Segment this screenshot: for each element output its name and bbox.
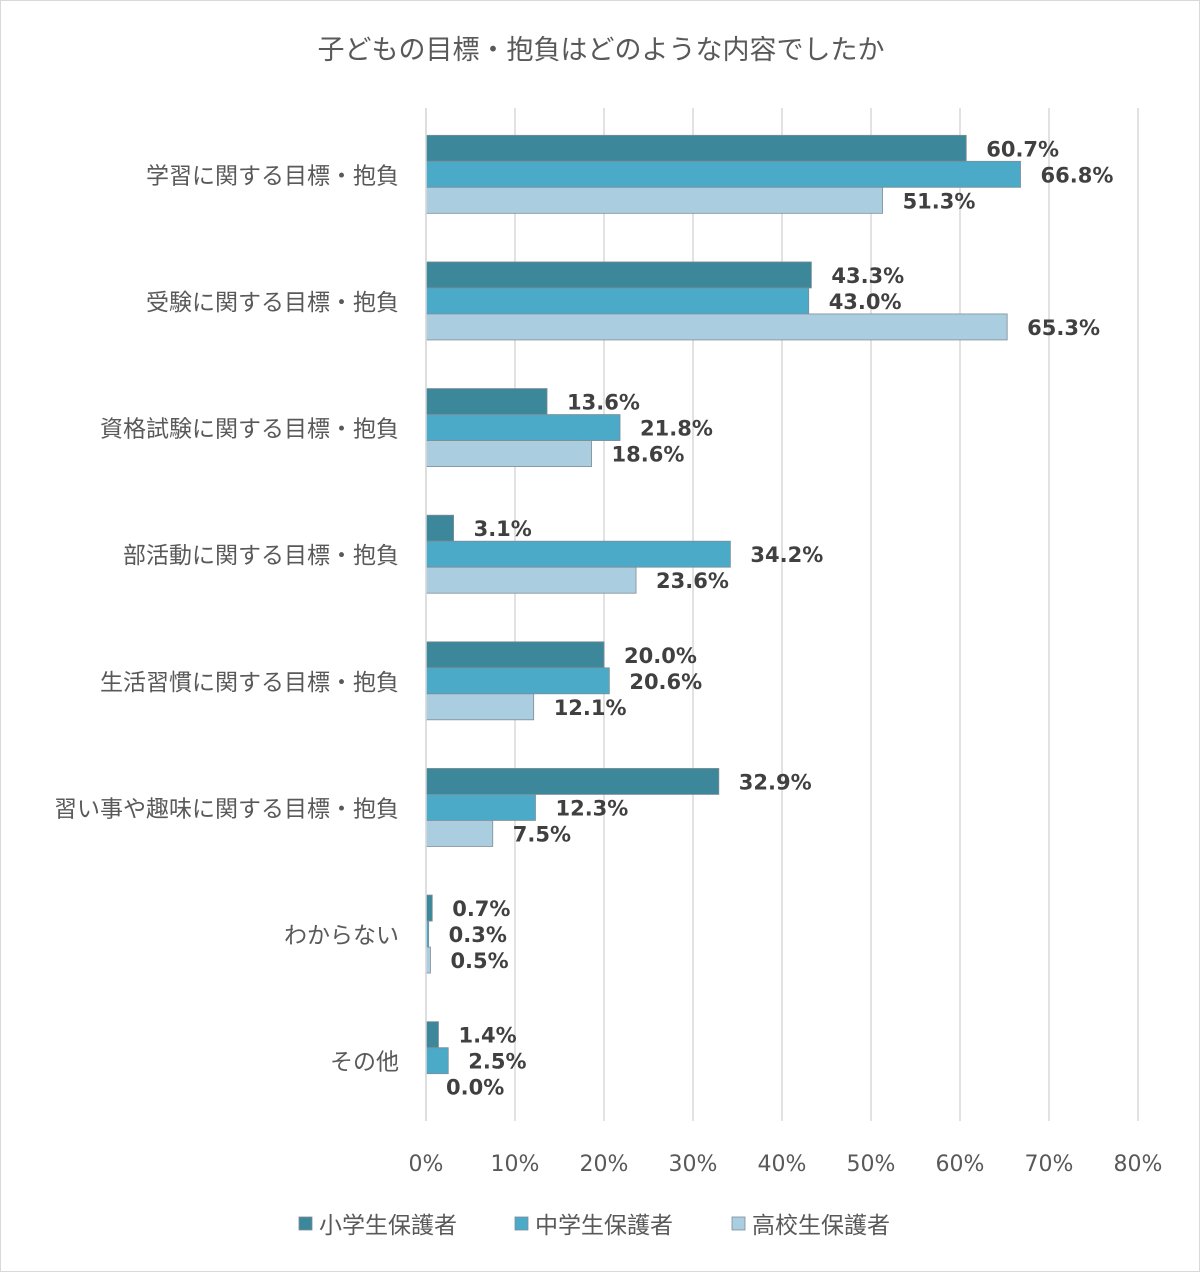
category-label: わからない [284, 923, 399, 949]
data-label: 23.6% [656, 569, 729, 593]
bar [425, 768, 720, 795]
x-tick-label: 40% [758, 1152, 807, 1177]
category-label: 習い事や趣味に関する目標・抱負 [54, 796, 399, 822]
bar [425, 313, 1008, 341]
data-label: 43.0% [829, 290, 902, 314]
category-label: その他 [330, 1050, 399, 1076]
data-label: 66.8% [1041, 163, 1114, 187]
bar [425, 414, 621, 441]
data-label: 13.6% [567, 391, 640, 415]
data-label: 0.0% [446, 1076, 504, 1100]
bar [425, 667, 610, 695]
legend-swatch [514, 1216, 529, 1231]
bar [425, 820, 494, 847]
category-label: 生活習慣に関する目標・抱負 [100, 670, 399, 696]
data-label: 32.9% [739, 770, 812, 794]
data-label: 51.3% [903, 189, 976, 213]
data-label: 7.5% [513, 822, 571, 846]
data-label: 43.3% [831, 264, 904, 288]
legend-label: 中学生保護者 [535, 1213, 673, 1239]
legend-swatch [298, 1216, 313, 1231]
chart-title: 子どもの目標・抱負はどのような内容でしたか [318, 35, 885, 66]
x-tick-label: 30% [669, 1152, 718, 1177]
data-label: 20.0% [624, 644, 697, 668]
data-label: 0.5% [450, 949, 508, 973]
data-label: 3.1% [474, 517, 532, 541]
bar [425, 540, 731, 568]
bar [425, 160, 1021, 188]
bar [425, 388, 548, 415]
bar [425, 693, 535, 721]
data-label: 18.6% [612, 443, 685, 467]
legend-swatch [731, 1216, 746, 1231]
legend-label: 高校生保護者 [752, 1213, 890, 1239]
data-label: 20.6% [629, 670, 702, 694]
data-label: 12.1% [554, 696, 627, 720]
data-label: 2.5% [468, 1050, 526, 1074]
category-label: 資格試験に関する目標・抱負 [100, 417, 399, 443]
category-label: 部活動に関する目標・抱負 [123, 543, 399, 569]
data-label: 21.8% [640, 417, 713, 441]
bar [425, 1047, 449, 1075]
bar [425, 894, 433, 922]
bar [425, 261, 812, 289]
data-label: 1.4% [458, 1024, 516, 1048]
bar [425, 641, 605, 669]
bar [425, 440, 592, 467]
data-label: 12.3% [555, 796, 628, 820]
data-label: 65.3% [1027, 316, 1100, 340]
x-tick-label: 50% [847, 1152, 896, 1177]
data-label: 34.2% [750, 543, 823, 567]
legend-label: 小学生保護者 [319, 1213, 457, 1239]
x-tick-label: 80% [1114, 1152, 1163, 1177]
bar [425, 287, 810, 315]
bar [425, 514, 454, 542]
category-label: 学習に関する目標・抱負 [146, 163, 399, 189]
x-tick-label: 0% [409, 1152, 444, 1177]
bar [425, 134, 967, 162]
data-label: 0.3% [449, 923, 507, 947]
data-label: 60.7% [986, 137, 1059, 161]
x-tick-label: 60% [936, 1152, 985, 1177]
x-tick-label: 70% [1025, 1152, 1074, 1177]
bar [425, 566, 637, 594]
x-tick-label: 20% [580, 1152, 629, 1177]
bar [425, 186, 883, 214]
bar [425, 1021, 439, 1049]
data-label: 0.7% [452, 897, 510, 921]
category-label: 受験に関する目標・抱負 [146, 290, 399, 316]
x-tick-label: 10% [491, 1152, 540, 1177]
bar [425, 794, 536, 821]
